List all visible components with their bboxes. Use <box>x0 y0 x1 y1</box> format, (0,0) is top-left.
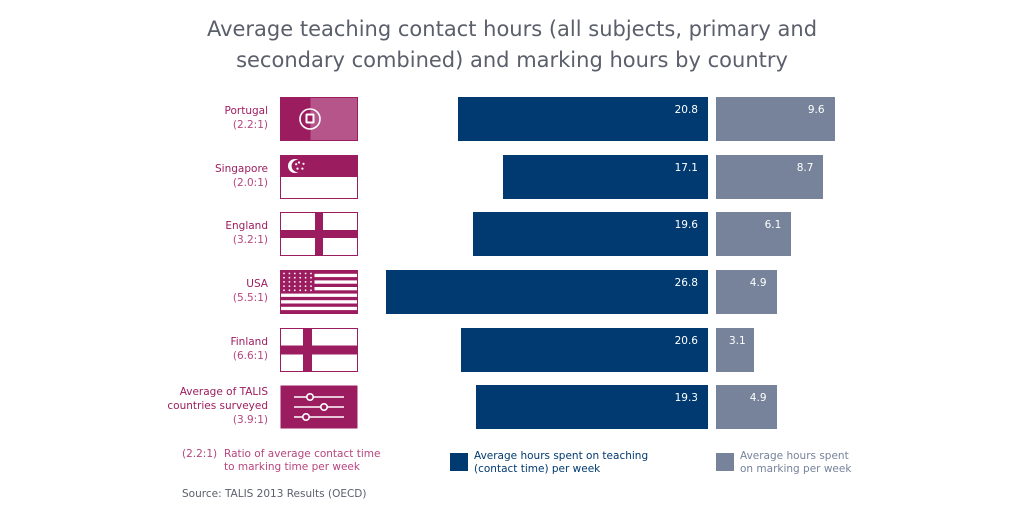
country-name: Singapore <box>215 163 268 175</box>
flag-box <box>280 212 358 256</box>
country-label: Average of TALIS countries surveyed (3.9:1… <box>150 385 268 427</box>
ratio-legend-line-1: Ratio of average contact time <box>224 448 381 460</box>
legend-teaching-line-2: (contact time) per week <box>474 463 601 475</box>
legend-teaching-line-1: Average hours spent on teaching <box>474 450 649 462</box>
country-name: USA <box>246 278 268 290</box>
singapore-flag <box>280 155 358 199</box>
marking-bar: 8.7 <box>716 155 824 199</box>
legend-marking-text: Average hours spent on marking per week <box>740 450 851 476</box>
country-name: Portugal <box>224 105 269 117</box>
teaching-value-label: 20.8 <box>674 104 698 116</box>
teaching-value-label: 19.6 <box>674 219 698 231</box>
flag-box <box>280 270 358 314</box>
country-name: England <box>225 220 268 232</box>
country-label: Finland (6.6:1) <box>150 335 268 363</box>
chart-title: Average teaching contact hours (all subj… <box>0 14 1024 76</box>
ratio-label: (2.2:1) <box>232 119 268 131</box>
chart-title-line-1: Average teaching contact hours (all subj… <box>206 17 818 41</box>
marking-value-label: 8.7 <box>796 162 814 174</box>
england-flag <box>280 212 358 256</box>
marking-bar: 3.1 <box>716 328 755 372</box>
marking-value-label: 4.9 <box>749 277 767 289</box>
portugal-flag <box>280 97 358 141</box>
usa-flag <box>280 270 358 314</box>
teaching-bar: 19.6 <box>472 212 708 256</box>
chart-title-line-2: secondary combined) and marking hours by… <box>236 48 788 72</box>
flag-box <box>280 97 358 141</box>
country-name: Finland <box>230 336 268 348</box>
ratio-label: (3.2:1) <box>232 234 268 246</box>
country-label: USA (5.5:1) <box>150 277 268 305</box>
ratio-label: (2.0:1) <box>232 177 268 189</box>
legend-teaching-text: Average hours spent on teaching (contact … <box>474 450 648 476</box>
country-name: countries surveyed <box>167 400 268 412</box>
marking-value-label: 4.9 <box>749 392 767 404</box>
teaching-bar: 26.8 <box>386 270 708 314</box>
teaching-bar: 20.8 <box>458 97 708 141</box>
teaching-value-label: 26.8 <box>674 277 698 289</box>
marking-value-label: 9.6 <box>807 104 825 116</box>
legend-marking-line-1: Average hours spent <box>740 450 849 462</box>
country-label: England (3.2:1) <box>150 219 268 247</box>
ratio-label: (5.5:1) <box>232 292 268 304</box>
ratio-legend-key: (2.2:1) <box>182 448 218 460</box>
marking-bar: 6.1 <box>716 212 792 256</box>
legend-teaching-swatch <box>450 453 468 471</box>
country-name: Average of TALIS <box>179 386 268 398</box>
marking-value-label: 3.1 <box>729 335 746 347</box>
teaching-bar: 19.3 <box>476 385 708 429</box>
ratio-legend-line-2: to marking time per week <box>224 461 360 473</box>
teaching-value-label: 20.6 <box>674 335 698 347</box>
country-label: Singapore (2.0:1) <box>150 162 268 190</box>
finland-flag <box>280 328 358 372</box>
flag-box <box>280 385 358 429</box>
legend-marking-line-2: on marking per week <box>740 463 852 475</box>
marking-bar: 9.6 <box>716 97 835 141</box>
ratio-legend: (2.2:1) Ratio of average contact time to m… <box>182 448 380 474</box>
teaching-bar: 20.6 <box>460 328 708 372</box>
source-note: Source: TALIS 2013 Results (OECD) <box>182 488 367 500</box>
marking-bar: 4.9 <box>716 385 777 429</box>
marking-value-label: 6.1 <box>764 219 782 231</box>
talis-sliders-icon <box>280 385 358 429</box>
ratio-label: (3.9:1) <box>232 414 268 426</box>
flag-box <box>280 328 358 372</box>
teaching-value-label: 17.1 <box>674 162 698 174</box>
ratio-label: (6.6:1) <box>232 350 268 362</box>
country-label: Portugal (2.2:1) <box>150 104 269 132</box>
teaching-value-label: 19.3 <box>674 392 698 404</box>
legend-marking-swatch <box>716 453 734 471</box>
flag-box <box>280 155 358 199</box>
teaching-bar: 17.1 <box>502 155 708 199</box>
marking-bar: 4.9 <box>716 270 777 314</box>
